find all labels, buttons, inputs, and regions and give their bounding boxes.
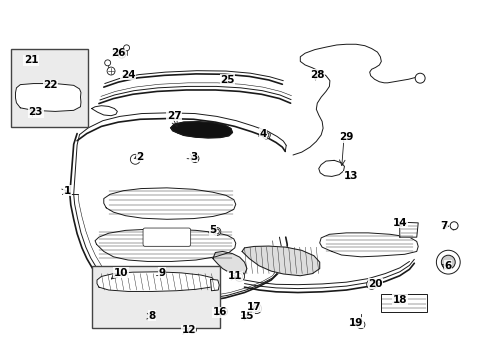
Polygon shape [210, 279, 219, 291]
Text: 14: 14 [392, 218, 406, 228]
Bar [11, 49, 88, 127]
Circle shape [236, 274, 242, 279]
Polygon shape [91, 106, 117, 116]
Text: 29: 29 [339, 132, 353, 142]
Circle shape [130, 154, 140, 164]
Text: 26: 26 [111, 48, 125, 58]
Bar [381, 294, 427, 312]
Text: 24: 24 [121, 69, 135, 80]
Circle shape [99, 278, 106, 285]
Text: 10: 10 [113, 268, 128, 278]
Circle shape [104, 60, 110, 66]
Circle shape [107, 67, 115, 75]
Circle shape [44, 93, 52, 101]
Circle shape [366, 279, 376, 289]
Circle shape [449, 222, 457, 230]
Circle shape [167, 269, 174, 276]
Text: 22: 22 [43, 80, 58, 90]
Circle shape [212, 228, 221, 235]
Text: 4: 4 [259, 129, 266, 139]
Text: 1: 1 [63, 186, 71, 196]
Circle shape [62, 93, 70, 101]
Text: 7: 7 [439, 221, 446, 231]
Text: 2: 2 [136, 152, 143, 162]
Polygon shape [16, 84, 81, 111]
Text: 16: 16 [213, 307, 227, 317]
Polygon shape [399, 222, 417, 237]
Text: 28: 28 [309, 69, 324, 80]
Polygon shape [170, 122, 232, 138]
Circle shape [435, 250, 459, 274]
Polygon shape [103, 188, 235, 219]
Bar [91, 266, 220, 328]
Polygon shape [213, 251, 246, 274]
Text: 17: 17 [246, 302, 261, 312]
Circle shape [14, 105, 20, 112]
Circle shape [414, 73, 424, 83]
Circle shape [441, 255, 454, 269]
Circle shape [153, 314, 160, 321]
Polygon shape [95, 229, 235, 261]
Polygon shape [242, 246, 319, 276]
Circle shape [264, 132, 268, 138]
Polygon shape [97, 272, 215, 292]
Circle shape [251, 303, 261, 314]
Circle shape [191, 154, 199, 162]
Text: 18: 18 [392, 295, 406, 305]
Circle shape [253, 306, 259, 311]
Circle shape [262, 131, 270, 139]
Text: 6: 6 [444, 261, 451, 271]
Text: 5: 5 [209, 225, 216, 235]
Text: 21: 21 [24, 55, 38, 65]
Text: 15: 15 [239, 311, 254, 321]
Circle shape [162, 271, 169, 279]
Circle shape [368, 281, 374, 287]
Text: 25: 25 [220, 75, 234, 85]
Circle shape [219, 307, 227, 315]
Text: 3: 3 [189, 152, 197, 162]
Circle shape [188, 325, 196, 333]
Text: 23: 23 [28, 107, 43, 117]
Text: 27: 27 [166, 111, 181, 121]
Text: 9: 9 [158, 268, 165, 278]
FancyBboxPatch shape [143, 228, 190, 246]
Circle shape [123, 45, 129, 51]
Polygon shape [318, 160, 344, 176]
Text: 11: 11 [227, 271, 242, 282]
Circle shape [118, 50, 125, 58]
Circle shape [27, 93, 35, 101]
Circle shape [234, 271, 244, 282]
Circle shape [356, 321, 364, 329]
Circle shape [214, 229, 219, 234]
Circle shape [15, 84, 20, 89]
Text: 20: 20 [367, 279, 382, 289]
Circle shape [136, 154, 142, 160]
Text: 8: 8 [148, 311, 156, 321]
Polygon shape [319, 233, 417, 257]
Text: 13: 13 [343, 171, 358, 181]
Text: 19: 19 [348, 318, 363, 328]
Text: 12: 12 [181, 325, 196, 335]
